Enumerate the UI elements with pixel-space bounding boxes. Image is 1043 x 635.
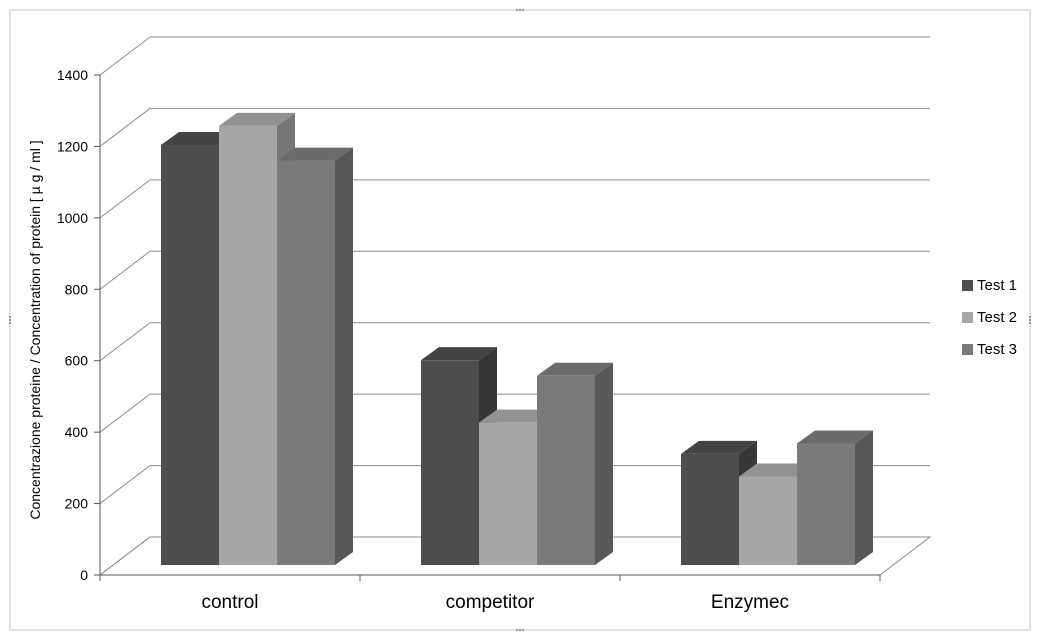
y-tick-label: 1000 — [57, 210, 88, 226]
frame-handle-dot — [1029, 316, 1031, 318]
frame-handle-dot — [516, 629, 518, 631]
legend-swatch — [962, 280, 973, 291]
y-tick-labels: 0 200 400 600 800 1000 1200 1400 — [57, 67, 88, 583]
y-tick-label: 400 — [65, 424, 89, 440]
bar-front — [681, 453, 739, 565]
frame-handle-dot — [522, 629, 524, 631]
legend-label: Test 3 — [977, 341, 1017, 358]
y-tick-label: 800 — [65, 281, 89, 297]
bar-competitor-test-1 — [421, 347, 497, 565]
y-axis-label: Concentrazione proteine / Concentration … — [27, 140, 43, 519]
bar-top — [277, 147, 353, 161]
gridline-side — [99, 536, 151, 576]
x-category-labels: control competitor Enzymec — [201, 592, 789, 613]
bar-top — [681, 440, 757, 454]
bar-side — [335, 147, 353, 566]
y-tick-label: 200 — [65, 496, 89, 512]
frame-handle-dot — [522, 9, 524, 11]
legend-label: Test 1 — [977, 277, 1017, 294]
selection-handles — [9, 9, 1031, 631]
bar-front — [219, 125, 277, 565]
legend-swatch — [962, 312, 973, 323]
legend-label: Test 2 — [977, 309, 1017, 326]
legend-item-test-1: Test 1 — [962, 277, 1017, 294]
gridline-side — [99, 465, 151, 504]
bar-front — [537, 375, 595, 565]
gridline-side — [99, 36, 151, 76]
bar-enzymec-test-3 — [797, 430, 873, 565]
bar-front — [479, 422, 537, 565]
gridline-side — [99, 108, 151, 147]
y-tick-label: 600 — [65, 353, 89, 369]
bar-top — [537, 362, 613, 376]
x-category-label: control — [201, 592, 258, 613]
frame-handle-dot — [1029, 319, 1031, 321]
bar-control-test-3 — [277, 147, 353, 566]
gridline-side — [99, 250, 151, 290]
y-tick-label: 1200 — [57, 138, 88, 154]
bar-front — [797, 443, 855, 565]
frame-handle-dot — [1029, 322, 1031, 324]
y-tick-label: 1400 — [57, 67, 88, 83]
bar-front — [277, 160, 335, 566]
y-tick-label: 0 — [80, 567, 88, 583]
bar-competitor-test-3 — [537, 362, 613, 565]
bar-side — [855, 430, 873, 565]
legend: Test 1 Test 2 Test 3 — [962, 277, 1017, 358]
axes — [94, 74, 881, 581]
bar-front — [161, 144, 219, 565]
gridline-side — [99, 393, 151, 433]
frame-handle-dot — [519, 629, 521, 631]
bars — [161, 112, 873, 566]
gridline-side — [99, 179, 151, 219]
legend-item-test-3: Test 3 — [962, 341, 1017, 358]
bar-top — [219, 112, 295, 126]
side-wall — [100, 37, 150, 575]
bar-top — [161, 131, 237, 145]
bar-top — [421, 347, 497, 361]
bar-top — [739, 463, 815, 477]
legend-swatch — [962, 344, 973, 355]
bar-top — [479, 409, 555, 423]
frame-handle-dot — [516, 9, 518, 11]
x-category-label: Enzymec — [711, 592, 789, 613]
bar-front — [421, 360, 479, 565]
frame-handle-dot — [9, 322, 11, 324]
bar-top — [797, 430, 873, 444]
gridline-side — [99, 322, 151, 362]
x-category-label: competitor — [446, 592, 535, 613]
frame-handle-dot — [519, 9, 521, 11]
bar-side — [595, 362, 613, 565]
frame-handle-dot — [9, 316, 11, 318]
frame-handle-dot — [9, 319, 11, 321]
bar-front — [739, 476, 797, 565]
legend-item-test-2: Test 2 — [962, 309, 1017, 326]
